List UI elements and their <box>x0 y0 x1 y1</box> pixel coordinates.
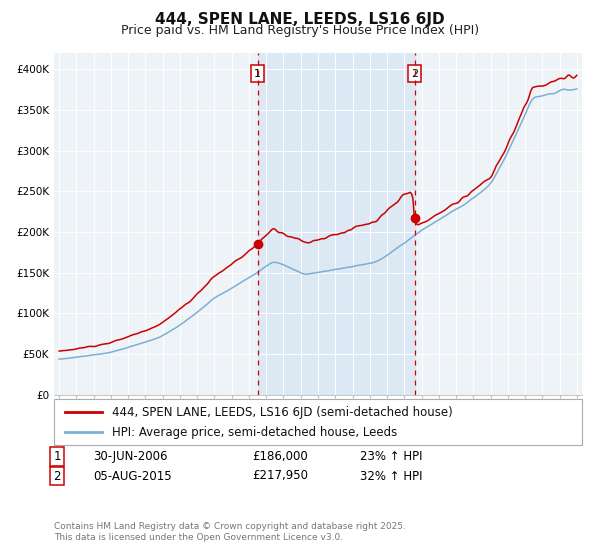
Text: 30-JUN-2006: 30-JUN-2006 <box>93 450 167 463</box>
Text: 2: 2 <box>411 68 418 78</box>
FancyBboxPatch shape <box>54 399 582 445</box>
Text: 1: 1 <box>254 68 261 78</box>
Text: £217,950: £217,950 <box>252 469 308 483</box>
Text: 2: 2 <box>53 469 61 483</box>
Text: 444, SPEN LANE, LEEDS, LS16 6JD: 444, SPEN LANE, LEEDS, LS16 6JD <box>155 12 445 27</box>
Text: 32% ↑ HPI: 32% ↑ HPI <box>360 469 422 483</box>
Bar <box>257 53 415 395</box>
Text: Price paid vs. HM Land Registry's House Price Index (HPI): Price paid vs. HM Land Registry's House … <box>121 24 479 36</box>
Text: £186,000: £186,000 <box>252 450 308 463</box>
Text: 23% ↑ HPI: 23% ↑ HPI <box>360 450 422 463</box>
Text: 1: 1 <box>53 450 61 463</box>
Text: Contains HM Land Registry data © Crown copyright and database right 2025.
This d: Contains HM Land Registry data © Crown c… <box>54 522 406 542</box>
Text: 444, SPEN LANE, LEEDS, LS16 6JD (semi-detached house): 444, SPEN LANE, LEEDS, LS16 6JD (semi-de… <box>112 405 453 419</box>
Text: HPI: Average price, semi-detached house, Leeds: HPI: Average price, semi-detached house,… <box>112 426 397 439</box>
Text: 05-AUG-2015: 05-AUG-2015 <box>93 469 172 483</box>
